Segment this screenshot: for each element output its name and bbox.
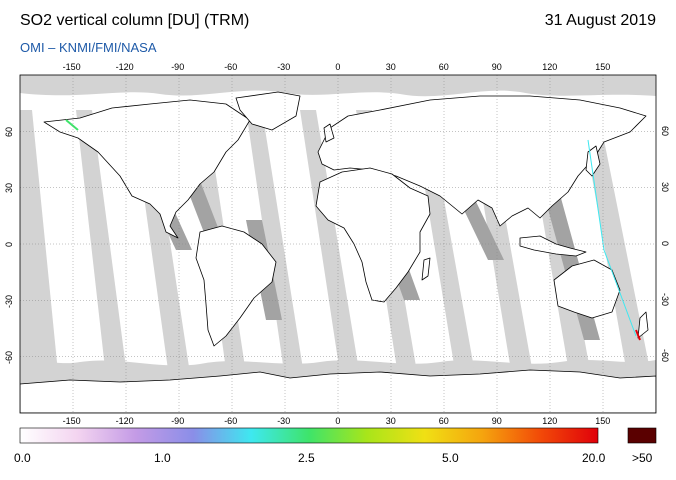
lon-tick-bottom: 60	[438, 416, 449, 426]
africa	[315, 167, 431, 303]
lon-tick-top: 150	[595, 62, 611, 72]
map-frame-content	[20, 75, 656, 413]
lon-tick-top: -120	[115, 62, 134, 72]
colorbar-label-1: 1.0	[154, 451, 171, 465]
lon-tick-bottom: -150	[62, 416, 81, 426]
lon-tick-top: 0	[335, 62, 341, 72]
lon-tick-bottom: -30	[277, 416, 291, 426]
lat-tick-right: 0	[660, 241, 670, 247]
colorbar-label-0: 0.0	[14, 451, 31, 465]
colorbar	[19, 427, 599, 444]
lon-tick-top: -60	[224, 62, 238, 72]
colorbar-label-2: 2.5	[298, 451, 315, 465]
lon-tick-top: 30	[385, 62, 396, 72]
lon-tick-bottom: -120	[115, 416, 134, 426]
colorbar-label-3: 5.0	[442, 451, 459, 465]
lon-tick-bottom: 30	[385, 416, 396, 426]
lat-tick-left: 60	[4, 126, 14, 137]
british-isles	[323, 123, 335, 143]
lon-tick-top: 90	[491, 62, 502, 72]
greenland	[235, 91, 301, 131]
lon-tick-bottom: -90	[171, 416, 185, 426]
colorbar-label-4: 20.0	[582, 451, 606, 465]
lon-tick-bottom: 150	[595, 416, 611, 426]
lat-tick-left: 30	[4, 182, 14, 193]
lon-tick-bottom: -60	[224, 416, 238, 426]
so2-traces	[65, 119, 641, 341]
colorbar-overflow	[627, 427, 657, 444]
lat-tick-left: 0	[4, 241, 14, 247]
lat-tick-right: 60	[660, 126, 670, 137]
lon-tick-top: -30	[277, 62, 291, 72]
lon-tick-bottom: 120	[542, 416, 558, 426]
lon-tick-top: -150	[62, 62, 81, 72]
lon-tick-bottom: 0	[335, 416, 341, 426]
eurasia	[317, 95, 647, 227]
north-america	[43, 99, 251, 239]
lon-tick-bottom: 90	[491, 416, 502, 426]
madagascar	[421, 257, 431, 281]
lat-tick-left: -60	[4, 351, 14, 365]
new-zealand	[637, 311, 649, 339]
graticule	[20, 75, 656, 413]
australia	[553, 259, 621, 319]
lon-tick-top: -90	[171, 62, 185, 72]
map-date: 31 August 2019	[544, 12, 656, 29]
lat-tick-right: -60	[660, 348, 670, 362]
lon-tick-top: 120	[542, 62, 558, 72]
lon-tick-top: 60	[438, 62, 449, 72]
data-credit: OMI – KNMI/FMI/NASA	[20, 40, 157, 55]
colorbar-label-5: >50	[632, 451, 653, 465]
map-title: SO2 vertical column [DU] (TRM)	[20, 12, 250, 29]
lat-tick-left: -30	[4, 295, 14, 309]
map-border	[19, 74, 657, 414]
lat-tick-right: -30	[660, 292, 670, 306]
south-america	[195, 225, 277, 347]
lat-tick-right: 30	[660, 182, 670, 193]
indonesia	[519, 235, 587, 257]
